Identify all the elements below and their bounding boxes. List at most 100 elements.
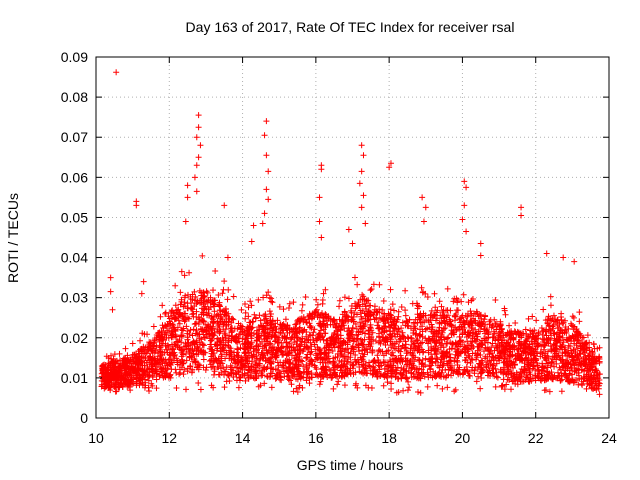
data-point (221, 278, 228, 285)
data-point (421, 373, 428, 380)
data-point (529, 313, 536, 320)
data-point (402, 307, 409, 314)
data-point (453, 357, 460, 364)
y-tick-label: 0 (80, 410, 88, 426)
data-point (116, 350, 123, 357)
data-point (451, 295, 458, 302)
data-point (184, 327, 191, 334)
data-point (424, 383, 431, 390)
data-point (482, 321, 489, 328)
data-point (377, 360, 384, 367)
data-point (403, 318, 410, 325)
x-tick-label: 18 (381, 430, 397, 446)
data-point (522, 326, 529, 333)
data-point (398, 325, 405, 332)
data-point (116, 357, 123, 364)
data-point (583, 385, 590, 392)
data-point (369, 329, 376, 336)
data-point (294, 388, 301, 395)
data-point (547, 302, 554, 309)
data-point (183, 386, 190, 393)
y-tick-label: 0.02 (61, 330, 88, 346)
data-point (459, 339, 466, 346)
data-point (356, 348, 363, 355)
data-point (362, 303, 369, 310)
y-tick-label: 0.03 (61, 290, 88, 306)
data-point (365, 362, 372, 369)
data-point (189, 332, 196, 339)
data-point (547, 293, 554, 300)
data-point (444, 285, 451, 292)
data-point (497, 333, 504, 340)
data-point (262, 358, 269, 365)
data-point (445, 371, 452, 378)
data-point (422, 326, 429, 333)
data-point (405, 378, 412, 385)
x-tick-label: 10 (88, 430, 104, 446)
data-point (381, 310, 388, 317)
data-point (596, 391, 603, 398)
data-point (419, 349, 426, 356)
data-point (239, 366, 246, 373)
data-point (365, 297, 372, 304)
data-point (298, 307, 305, 314)
data-point (376, 281, 383, 288)
data-point (215, 291, 222, 298)
data-point (461, 319, 468, 326)
data-point (370, 281, 377, 288)
data-point (215, 312, 222, 319)
data-point (450, 298, 457, 305)
data-point (349, 343, 356, 350)
data-point (394, 364, 401, 371)
data-point (199, 317, 206, 324)
data-point (382, 341, 389, 348)
data-point (365, 316, 372, 323)
data-point (559, 320, 566, 327)
data-point (198, 336, 205, 343)
y-tick-label: 0.06 (61, 169, 88, 185)
data-point (306, 324, 313, 331)
data-point (115, 384, 122, 391)
data-point (215, 371, 222, 378)
data-point (558, 388, 565, 395)
data-point (230, 293, 237, 300)
data-point (341, 294, 348, 301)
data-point (452, 345, 459, 352)
data-point (477, 352, 484, 359)
data-point (565, 342, 572, 349)
data-point (406, 316, 413, 323)
data-point (403, 375, 410, 382)
data-point (540, 306, 547, 313)
data-point (388, 380, 395, 387)
data-point (269, 299, 276, 306)
y-tick-label: 0.04 (61, 250, 88, 266)
data-point (285, 304, 292, 311)
data-point (290, 299, 297, 306)
data-point (487, 317, 494, 324)
data-point (230, 373, 237, 380)
data-point (197, 297, 204, 304)
x-tick-label: 24 (601, 430, 617, 446)
data-point (129, 340, 136, 347)
data-point (384, 368, 391, 375)
data-point (245, 304, 252, 311)
data-point (558, 310, 565, 317)
data-point (334, 381, 341, 388)
data-point (245, 313, 252, 320)
data-point (336, 297, 343, 304)
data-point (324, 321, 331, 328)
data-point (239, 335, 246, 342)
data-point (232, 370, 239, 377)
data-point (154, 366, 161, 373)
data-point (129, 351, 136, 358)
data-point (445, 334, 452, 341)
y-axis-label: ROTI / TECUs (5, 193, 21, 283)
data-point (177, 289, 184, 296)
data-point (419, 328, 426, 335)
data-point (351, 274, 358, 281)
data-point (184, 291, 191, 298)
data-point (195, 380, 202, 387)
data-point (352, 351, 359, 358)
data-point (186, 269, 193, 276)
y-tick-label: 0.01 (61, 370, 88, 386)
